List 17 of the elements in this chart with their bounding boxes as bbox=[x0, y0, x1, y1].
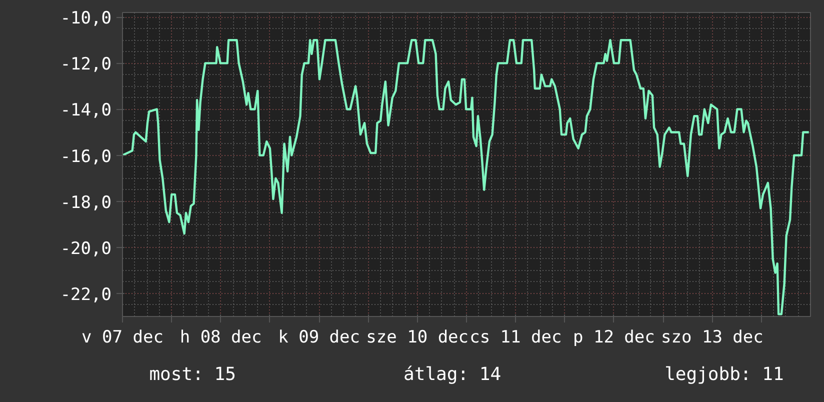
y-tick-label: -16,0 bbox=[60, 146, 112, 167]
x-tick-label: h 08 dec bbox=[180, 328, 262, 348]
y-tick-label: -12,0 bbox=[60, 54, 112, 75]
text: átlag: 14 bbox=[404, 364, 502, 385]
text: legjobb: 11 bbox=[664, 364, 784, 385]
x-tick-label: cs 11 dec bbox=[470, 328, 562, 348]
y-tick-label: -22,0 bbox=[60, 284, 112, 305]
x-tick-label: szo 13 dec bbox=[661, 328, 764, 348]
y-tick-label: -14,0 bbox=[60, 100, 112, 121]
y-tick-label: -20,0 bbox=[60, 238, 112, 259]
text: most: 15 bbox=[149, 364, 236, 385]
y-tick-label: -18,0 bbox=[60, 192, 112, 213]
x-tick-label: v 07 dec bbox=[82, 328, 164, 348]
y-tick-label: -10,0 bbox=[60, 8, 112, 29]
x-tick-label: k 09 dec bbox=[278, 328, 360, 348]
x-tick-label: sze 10 dec bbox=[366, 328, 469, 348]
x-tick-label: p 12 dec bbox=[572, 328, 655, 348]
